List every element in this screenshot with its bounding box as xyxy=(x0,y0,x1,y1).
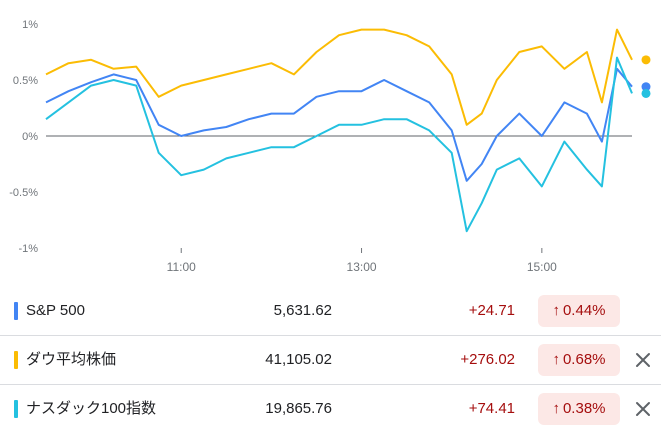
x-tick-label: 13:00 xyxy=(347,260,377,274)
index-comparison-chart: 1% 0.5% 0% -0.5% -1% 11:00 13:00 15:00 xyxy=(9,19,651,274)
series-lines xyxy=(45,28,633,233)
y-tick-label: -0.5% xyxy=(9,187,38,199)
percent-change-badge: ↑ 0.68% xyxy=(538,344,620,376)
series-end-dot-2 xyxy=(641,88,651,98)
index-name: ダウ平均株価 xyxy=(26,351,117,368)
index-name: S&P 500 xyxy=(26,302,85,319)
x-tick-label: 11:00 xyxy=(167,260,196,274)
row-divider xyxy=(0,384,661,385)
percent-change-value: 0.38% xyxy=(562,400,606,417)
index-price: 5,631.62 xyxy=(273,302,332,319)
series-line-0 xyxy=(45,67,633,182)
arrow-up-icon: ↑ xyxy=(552,351,560,368)
arrow-up-icon: ↑ xyxy=(552,302,560,319)
index-name: ナスダック100指数 xyxy=(26,400,157,417)
index-change: +24.71 xyxy=(468,302,515,319)
y-tick-label: -1% xyxy=(18,243,38,255)
arrow-up-icon: ↑ xyxy=(552,400,560,417)
index-price: 19,865.76 xyxy=(265,400,332,417)
y-tick-label: 0.5% xyxy=(13,75,38,87)
percent-change-badge: ↑ 0.44% xyxy=(538,295,620,327)
series-line-2 xyxy=(45,56,633,233)
close-icon[interactable] xyxy=(631,348,655,372)
series-color-swatch xyxy=(14,351,18,369)
series-line-1 xyxy=(45,28,633,126)
remove-button[interactable] xyxy=(631,397,655,421)
y-tick-label: 1% xyxy=(22,19,38,31)
row-divider xyxy=(0,335,661,336)
index-change: +276.02 xyxy=(460,351,515,368)
series-end-dot-0 xyxy=(641,82,651,92)
percent-change-value: 0.44% xyxy=(562,302,606,319)
index-row-sp500[interactable]: S&P 500 5,631.62 +24.71 ↑ 0.44% xyxy=(0,287,661,335)
percent-change-value: 0.68% xyxy=(562,351,606,368)
x-tick-label: 15:00 xyxy=(527,260,557,274)
series-end-dot-1 xyxy=(641,55,651,65)
series-end-markers xyxy=(641,55,651,98)
y-tick-label: 0% xyxy=(22,131,38,143)
index-row-dow[interactable]: ダウ平均株価 41,105.02 +276.02 ↑ 0.68% xyxy=(0,336,661,384)
index-row-nasdaq100[interactable]: ナスダック100指数 19,865.76 +74.41 ↑ 0.38% xyxy=(0,385,661,433)
remove-button[interactable] xyxy=(631,348,655,372)
index-price: 41,105.02 xyxy=(265,351,332,368)
y-axis: 1% 0.5% 0% -0.5% -1% xyxy=(9,19,38,255)
x-axis: 11:00 13:00 15:00 xyxy=(167,248,557,274)
index-change: +74.41 xyxy=(468,400,515,417)
series-color-swatch xyxy=(14,400,18,418)
close-icon[interactable] xyxy=(631,397,655,421)
percent-change-badge: ↑ 0.38% xyxy=(538,393,620,425)
series-color-swatch xyxy=(14,302,18,320)
